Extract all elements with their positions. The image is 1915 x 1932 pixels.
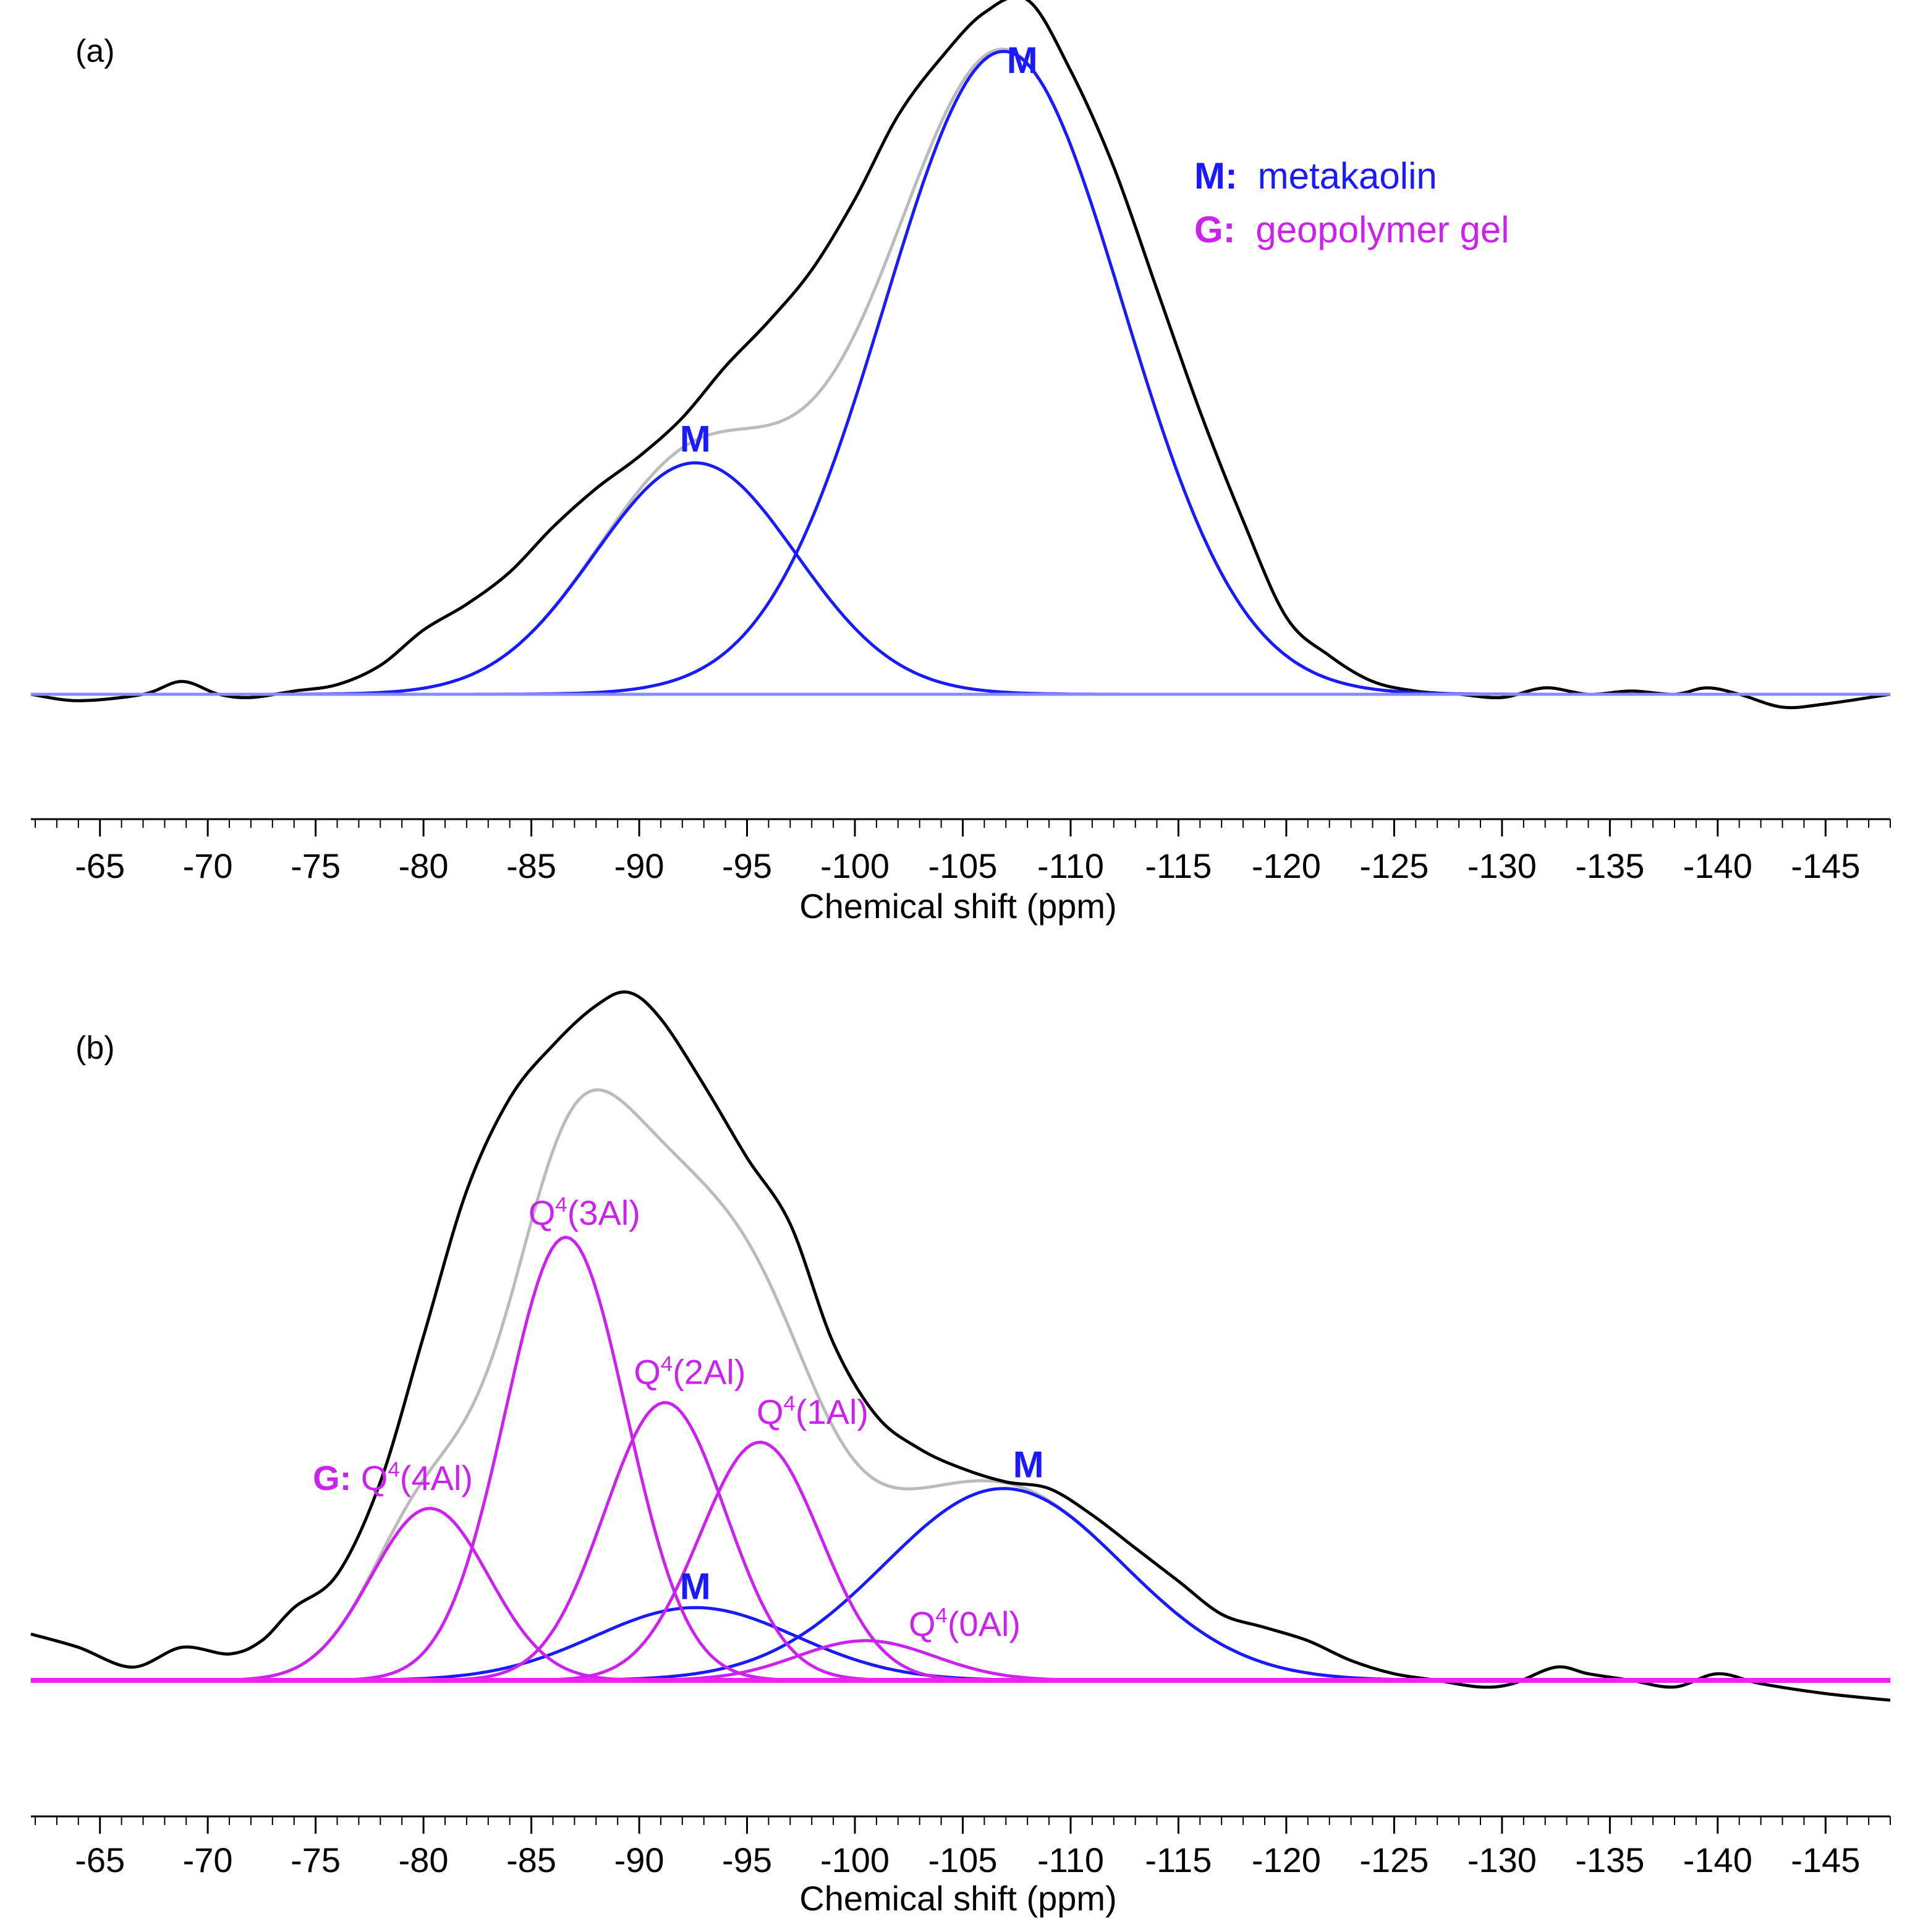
- x-tick-label: -140: [1683, 1841, 1752, 1879]
- component-label-main: Q: [634, 1353, 661, 1392]
- x-tick-label: -95: [722, 1841, 772, 1879]
- panel-b-x-axis-title: Chemical shift (ppm): [799, 1879, 1116, 1918]
- panel-a: (a) MM -65 -70 -75 -80 -85 -90 -95 -100 -105 -110…: [30, 0, 1891, 926]
- component-label-main: Q: [361, 1458, 388, 1497]
- x-tick-label: -95: [722, 846, 772, 885]
- component-label: Q4(0Al): [909, 1604, 1021, 1643]
- legend-item-geopolymer-gel: G: geopolymer gel: [1194, 209, 1509, 250]
- component-label: Q4(2Al): [634, 1352, 745, 1391]
- x-tick-label: -65: [75, 846, 125, 885]
- x-tick-label: -75: [291, 1841, 341, 1879]
- panel-b-plot-area: G: Q4(4Al)Q4(3Al)Q4(2Al)Q4(1Al)Q4(0Al)MM: [30, 990, 1891, 1702]
- component-label: G: Q4(4Al): [313, 1458, 473, 1497]
- component-label-superscript: 4: [936, 1604, 948, 1628]
- x-tick-label: -100: [820, 846, 890, 885]
- component-label: M: [680, 1565, 711, 1607]
- x-tick-label: -70: [183, 846, 233, 885]
- component-label-superscript: 4: [661, 1352, 673, 1376]
- legend-key-m: M:: [1194, 155, 1238, 197]
- component-label-prefix: G:: [313, 1458, 361, 1497]
- x-tick-label: -105: [928, 1841, 997, 1879]
- x-tick-label: -130: [1467, 846, 1537, 885]
- x-tick-label: -105: [928, 846, 997, 885]
- x-tick-label: -90: [614, 846, 665, 885]
- component-label-superscript: 4: [555, 1193, 567, 1217]
- component-label-rest: (2Al): [673, 1353, 745, 1392]
- panel-a-plot-area: MM: [30, 0, 1891, 710]
- component-label: M: [1007, 40, 1038, 81]
- x-tick-label: -110: [1037, 846, 1104, 885]
- x-tick-label: -85: [506, 846, 556, 885]
- x-tick-label: -110: [1037, 1841, 1104, 1879]
- x-tick-label: -140: [1683, 846, 1752, 885]
- x-tick-label: -115: [1145, 1841, 1212, 1879]
- x-tick-label: -85: [506, 1841, 556, 1879]
- x-tick-label: -65: [75, 1841, 125, 1879]
- x-tick-label: -145: [1791, 1841, 1860, 1879]
- x-tick-label: -125: [1359, 846, 1429, 885]
- x-tick-label: -115: [1145, 846, 1212, 885]
- component-label-main: Q: [757, 1392, 784, 1431]
- panel-b-x-axis: -65 -70 -75 -80 -85 -90 -95 -100 -105 -110 -115 -12…: [31, 1815, 1891, 1879]
- x-tick-label: -120: [1252, 846, 1321, 885]
- panel-a-x-axis: -65 -70 -75 -80 -85 -90 -95 -100 -105 -110 -115 -12…: [31, 818, 1891, 885]
- component-label-rest: (3Al): [567, 1193, 640, 1232]
- component-label: M: [680, 419, 711, 460]
- x-tick-label: -100: [820, 1841, 890, 1879]
- legend-key-g: G:: [1194, 209, 1236, 250]
- legend: M: metakaolin G: geopolymer gel: [1194, 155, 1509, 250]
- legend-item-metakaolin: M: metakaolin: [1194, 155, 1437, 197]
- panel-b: (b) G: Q4(4Al)Q4(3Al)Q4(2Al)Q4(1Al)Q4(0A…: [30, 990, 1891, 1918]
- x-tick-label: -145: [1791, 846, 1860, 885]
- component-label: Q4(1Al): [757, 1392, 868, 1431]
- x-tick-label: -135: [1575, 846, 1644, 885]
- component-label-main: Q: [909, 1604, 936, 1643]
- component-label-rest: (0Al): [948, 1604, 1021, 1643]
- x-tick-label: -75: [291, 846, 341, 885]
- x-tick-label: -130: [1467, 1841, 1537, 1879]
- component-label-main: Q: [529, 1193, 556, 1232]
- component-label-rest: (4Al): [400, 1458, 473, 1497]
- experimental-spectrum-line: [30, 0, 1891, 710]
- x-tick-label: -90: [614, 1841, 665, 1879]
- component-label: Q4(3Al): [529, 1193, 640, 1232]
- component-label-rest: (1Al): [796, 1392, 868, 1431]
- component-label: M: [1013, 1444, 1044, 1486]
- x-tick-label: -135: [1575, 1841, 1644, 1879]
- x-tick-label: -125: [1359, 1841, 1429, 1879]
- panel-a-label: (a): [75, 33, 115, 69]
- panel-a-x-axis-title: Chemical shift (ppm): [799, 887, 1116, 926]
- legend-text-geopolymer-gel: geopolymer gel: [1255, 209, 1509, 250]
- legend-text-metakaolin: metakaolin: [1258, 155, 1437, 197]
- x-tick-label: -120: [1252, 1841, 1321, 1879]
- component-label-superscript: 4: [784, 1392, 796, 1416]
- x-tick-label: -70: [183, 1841, 233, 1879]
- x-tick-label: -80: [399, 846, 449, 885]
- x-tick-label: -80: [399, 1841, 449, 1879]
- component-label-superscript: 4: [388, 1458, 399, 1482]
- panel-b-label: (b): [75, 1030, 115, 1066]
